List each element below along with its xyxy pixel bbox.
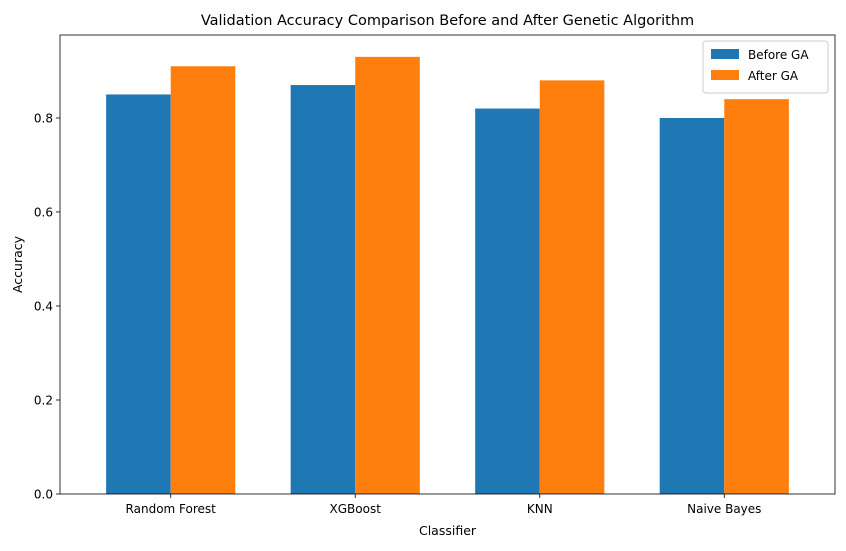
legend-label: Before GA xyxy=(748,48,809,62)
legend-label: After GA xyxy=(748,69,799,83)
legend-swatch xyxy=(711,70,739,80)
x-tick-label: XGBoost xyxy=(330,502,382,516)
y-tick-label: 0.2 xyxy=(34,393,53,407)
bar-before-ga-xgboost xyxy=(290,85,356,494)
x-tick-label: KNN xyxy=(527,502,553,516)
bar-after-ga-random-forest xyxy=(170,66,236,495)
plot-frame xyxy=(59,34,836,495)
y-axis-label: Accuracy xyxy=(10,235,25,293)
bar-before-ga-naive-bayes xyxy=(659,117,725,494)
bar-after-ga-knn xyxy=(539,80,605,495)
bar-after-ga-naive-bayes xyxy=(724,99,789,495)
y-tick-label: 0.0 xyxy=(34,488,53,502)
y-tick-label: 0.6 xyxy=(34,205,53,219)
chart-title: Validation Accuracy Comparison Before an… xyxy=(201,13,694,29)
x-tick-label: Random Forest xyxy=(126,502,217,516)
legend: Before GA After GA xyxy=(702,40,829,94)
bar-before-ga-knn xyxy=(475,108,540,495)
x-tick-label: Naive Bayes xyxy=(687,502,761,516)
plot-area: 0.0 0.2 0.4 0.6 0.8 Random Forest XGBoost KNN Na… xyxy=(34,34,836,516)
x-axis-label: Classifier xyxy=(419,523,477,538)
bar-before-ga-random-forest xyxy=(106,94,171,495)
bar-after-ga-xgboost xyxy=(355,56,420,494)
y-tick-label: 0.8 xyxy=(34,111,53,125)
legend-swatch xyxy=(711,49,739,59)
y-tick-label: 0.4 xyxy=(34,299,53,313)
